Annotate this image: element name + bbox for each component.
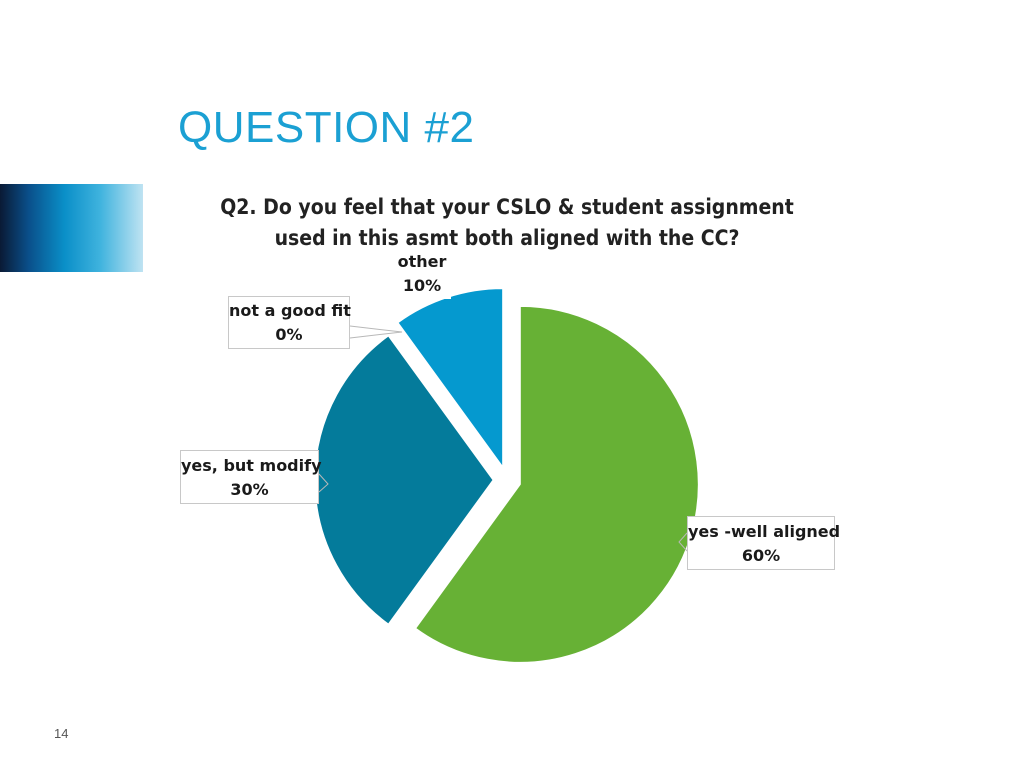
chart-title-line-2: used in this asmt both aligned with the …	[274, 226, 740, 250]
slice-value: 10%	[402, 276, 442, 295]
slide-title: QUESTION #2	[178, 103, 475, 152]
slice-value: 60%	[741, 546, 781, 565]
data-label-yes-but-modify: yes, but modify 30%	[180, 450, 322, 504]
accent-gradient-bar	[0, 184, 143, 272]
slice-label: not a good fit	[229, 301, 351, 320]
data-label-other: other 10%	[393, 249, 451, 299]
leader-line-yes-well-aligned	[678, 532, 688, 552]
pie-slices	[314, 288, 699, 663]
data-label-not-a-good-fit: not a good fit 0%	[228, 296, 351, 349]
slice-value: 30%	[230, 480, 269, 499]
slice-value: 0%	[275, 325, 303, 344]
leader-line-not-a-good-fit	[349, 325, 403, 339]
chart-title: Q2. Do you feel that your CSLO & student…	[200, 192, 814, 254]
data-label-yes-well-aligned: yes -well aligned 60%	[687, 516, 841, 570]
chart-title-line-1: Q2. Do you feel that your CSLO & student…	[220, 195, 794, 219]
page-number: 14	[54, 726, 69, 741]
leader-line-yes-but-modify	[318, 473, 329, 493]
slice-label: other	[397, 252, 447, 271]
slice-label: yes, but modify	[181, 456, 322, 475]
leader-lines	[318, 325, 688, 552]
slice-label: yes -well aligned	[688, 522, 841, 541]
